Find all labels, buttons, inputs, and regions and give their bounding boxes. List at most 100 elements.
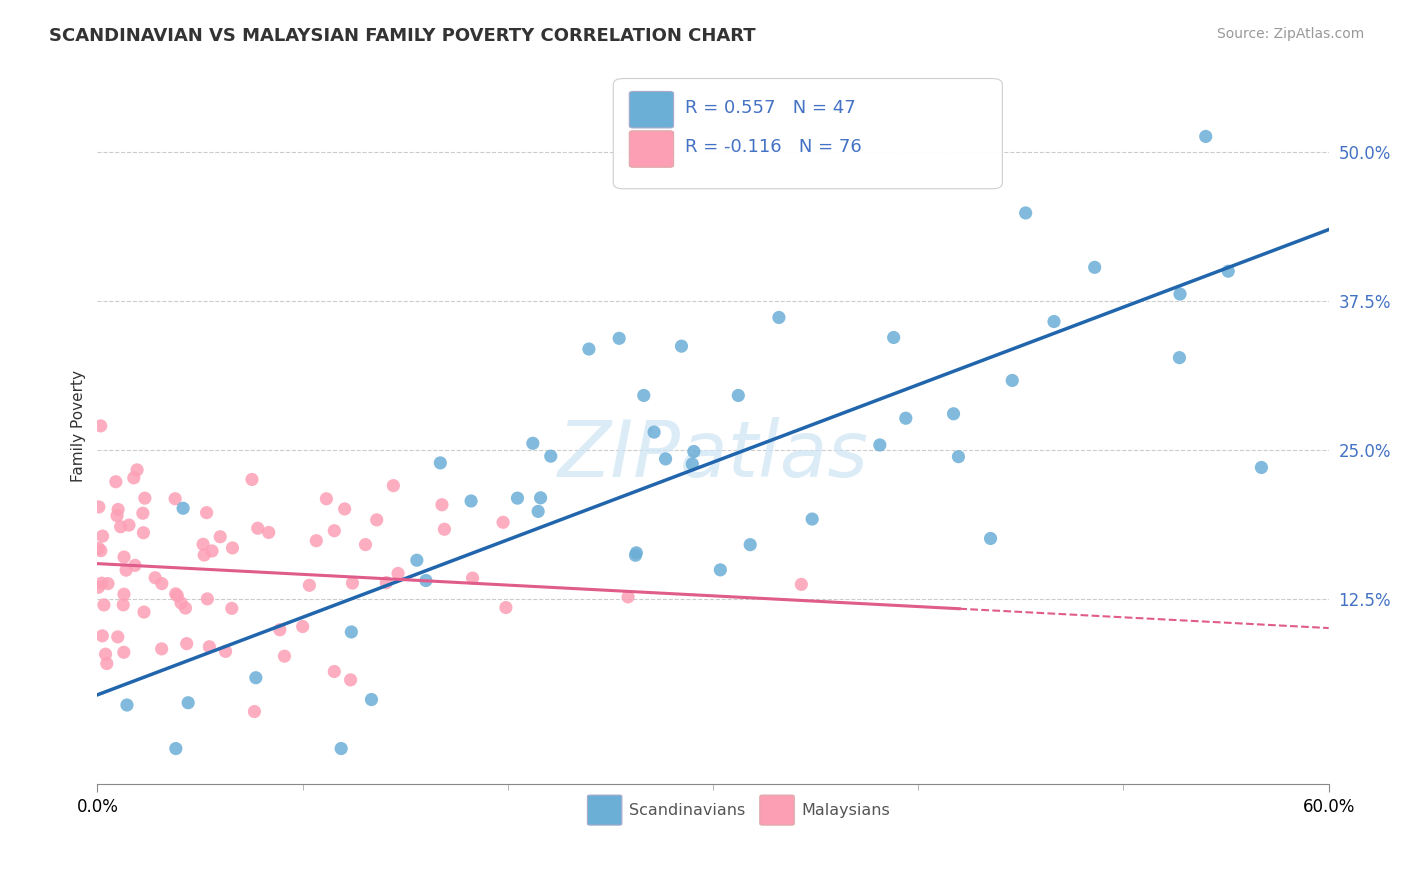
Text: ZIPatlas: ZIPatlas (558, 417, 869, 493)
Point (333, 502, 356, 516)
Point (681, 457, 703, 471)
Point (495, 600, 517, 615)
Point (942, 407, 965, 421)
Point (191, 537, 214, 551)
Point (90, 543, 112, 558)
Point (177, 696, 200, 710)
Point (221, 541, 243, 555)
Point (617, 590, 640, 604)
Point (382, 478, 405, 492)
Point (354, 538, 377, 552)
Point (1014, 206, 1036, 220)
Point (342, 576, 364, 591)
Point (174, 601, 197, 615)
Text: R = -0.116   N = 76: R = -0.116 N = 76 (685, 138, 862, 156)
Point (727, 388, 749, 402)
Point (94, 647, 117, 661)
Point (150, 641, 173, 656)
Point (273, 649, 295, 664)
Point (257, 525, 280, 540)
Point (132, 525, 155, 540)
Point (112, 587, 135, 601)
Point (305, 533, 328, 548)
Point (883, 330, 905, 344)
Point (201, 544, 224, 558)
Point (624, 549, 647, 563)
Point (375, 575, 398, 590)
Y-axis label: Family Poverty: Family Poverty (72, 370, 86, 483)
Point (527, 504, 550, 518)
Point (165, 741, 187, 756)
Point (415, 574, 437, 588)
Point (1168, 287, 1191, 301)
Point (323, 524, 346, 538)
FancyBboxPatch shape (588, 795, 621, 825)
Text: Source: ZipAtlas.com: Source: ZipAtlas.com (1216, 27, 1364, 41)
Point (626, 546, 648, 560)
Point (93, 598, 115, 612)
Point (97, 576, 120, 591)
Point (433, 522, 456, 536)
Text: R = 0.557   N = 47: R = 0.557 N = 47 (685, 99, 855, 117)
Point (315, 491, 337, 506)
Point (214, 644, 236, 658)
Point (1001, 374, 1024, 388)
Point (429, 456, 451, 470)
Point (105, 508, 128, 523)
Point (193, 548, 215, 562)
Point (291, 619, 314, 633)
Point (633, 388, 655, 402)
Point (110, 520, 132, 534)
Point (506, 491, 529, 505)
Point (801, 512, 824, 526)
Point (460, 494, 482, 508)
Point (1218, 264, 1240, 278)
Point (170, 596, 193, 610)
Point (90, 418, 112, 433)
Point (195, 591, 218, 606)
Point (671, 339, 693, 353)
Point (740, 538, 762, 552)
Point (132, 506, 155, 520)
Point (91, 629, 114, 643)
Point (87, 500, 110, 514)
FancyBboxPatch shape (613, 78, 1002, 189)
Text: SCANDINAVIAN VS MALAYSIAN FAMILY POVERTY CORRELATION CHART: SCANDINAVIAN VS MALAYSIAN FAMILY POVERTY… (49, 27, 756, 45)
Point (405, 553, 427, 567)
Point (1250, 460, 1272, 475)
Point (246, 521, 269, 535)
Point (1084, 260, 1107, 275)
Point (492, 516, 515, 530)
Point (339, 673, 361, 687)
Point (176, 637, 198, 651)
FancyBboxPatch shape (630, 131, 673, 168)
Point (643, 425, 665, 439)
Point (150, 576, 173, 591)
Text: Malaysians: Malaysians (801, 803, 890, 818)
Point (87, 580, 110, 594)
Point (245, 671, 267, 685)
Point (112, 598, 135, 612)
Point (522, 436, 544, 450)
Point (682, 444, 704, 458)
Point (209, 530, 232, 544)
Point (1168, 351, 1191, 365)
Point (115, 698, 138, 712)
Point (269, 623, 291, 637)
Point (366, 513, 388, 527)
Point (461, 571, 484, 585)
Point (529, 491, 551, 505)
Point (115, 563, 138, 577)
Point (709, 563, 731, 577)
Point (195, 506, 218, 520)
Point (948, 450, 970, 464)
Point (124, 558, 146, 573)
Point (607, 331, 630, 345)
Point (243, 705, 266, 719)
Point (112, 549, 135, 564)
Point (91, 529, 114, 543)
Point (143, 571, 166, 585)
Point (430, 498, 453, 512)
Point (1043, 314, 1066, 328)
FancyBboxPatch shape (630, 91, 673, 128)
